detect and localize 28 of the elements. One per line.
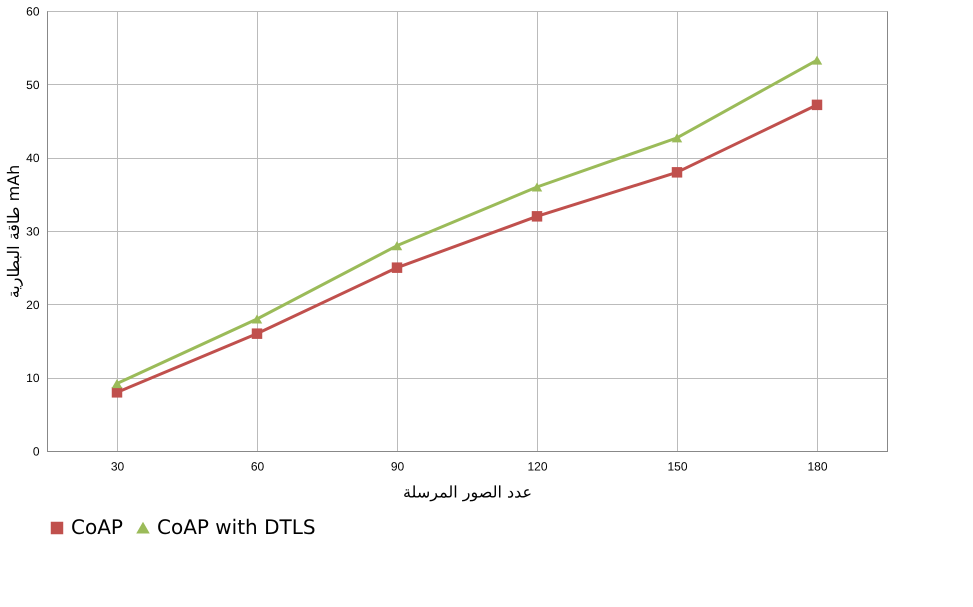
legend-label: CoAP with DTLS xyxy=(157,515,316,539)
y-tick-label: 60 xyxy=(26,4,40,18)
point xyxy=(392,262,402,273)
point xyxy=(532,211,542,222)
y-axis-title: طاقة البطارية mAh xyxy=(4,164,24,298)
x-tick-label: 180 xyxy=(807,460,828,474)
x-tick-label: 150 xyxy=(667,460,688,474)
point xyxy=(252,328,262,339)
point xyxy=(812,100,822,110)
point xyxy=(812,56,822,65)
y-tick-label: 40 xyxy=(26,151,40,166)
y-tick-label: 50 xyxy=(26,78,40,92)
point xyxy=(252,314,262,324)
x-axis-title: عدد الصور المرسلة xyxy=(402,482,532,502)
y-tick-label: 0 xyxy=(32,444,40,458)
point xyxy=(672,133,682,142)
x-tick-label: 90 xyxy=(390,460,404,474)
point xyxy=(672,167,682,178)
x-tick-label: 60 xyxy=(250,460,264,474)
point xyxy=(392,241,402,250)
legend-label: CoAP xyxy=(71,515,123,539)
point xyxy=(112,378,122,388)
y-tick-label: 30 xyxy=(26,224,40,238)
x-tick-label: 30 xyxy=(110,460,124,474)
y-tick-label: 20 xyxy=(26,298,40,312)
x-tick-label: 120 xyxy=(527,460,548,474)
point xyxy=(532,182,542,192)
y-tick-label: 10 xyxy=(26,371,40,386)
